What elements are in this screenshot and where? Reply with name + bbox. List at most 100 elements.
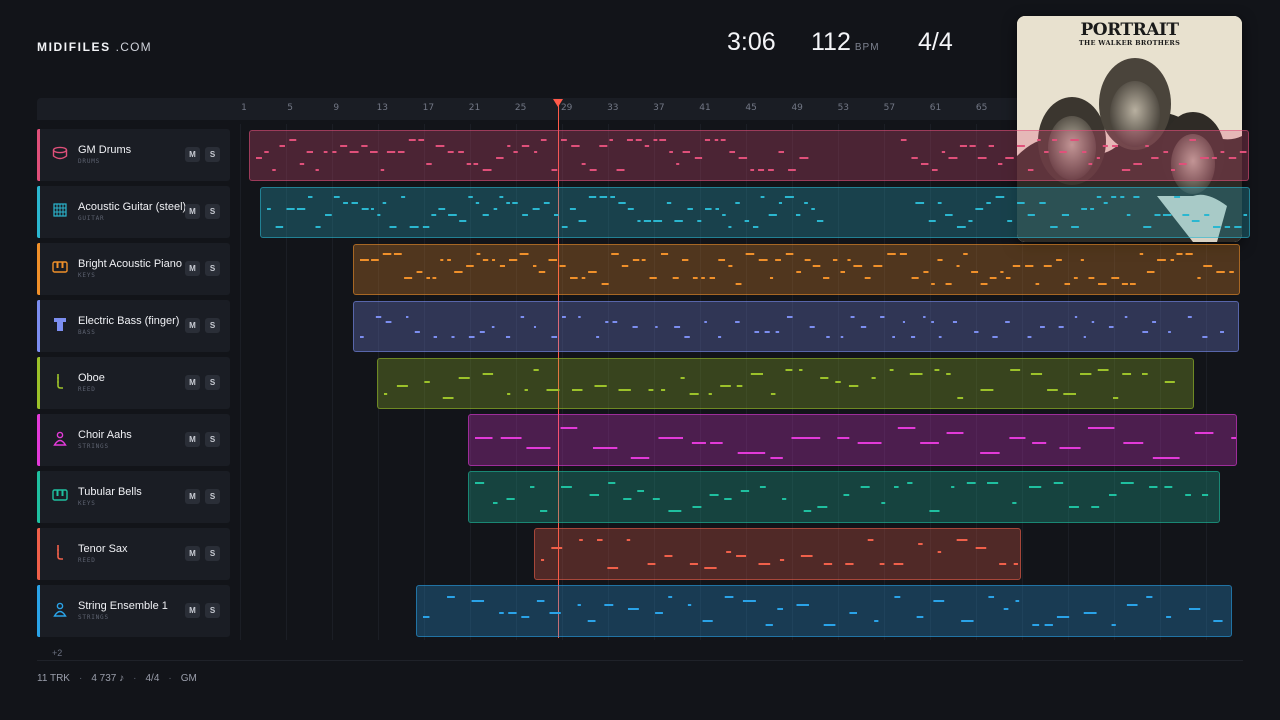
track-color-bar <box>37 186 40 238</box>
track-category: KEYS <box>78 272 96 279</box>
midi-clip[interactable] <box>353 301 1239 352</box>
ruler-tick: 41 <box>699 103 711 113</box>
mute-button[interactable]: M <box>185 546 200 561</box>
tempo-unit: BPM <box>854 42 880 53</box>
mute-button[interactable]: M <box>185 204 200 219</box>
track-name: Electric Bass (finger) <box>78 315 180 327</box>
track-category: DRUMS <box>78 158 101 165</box>
track-name: Bright Acoustic Piano <box>78 258 182 270</box>
midi-clip[interactable] <box>416 585 1232 637</box>
sax-icon <box>57 545 63 560</box>
track-header[interactable]: Acoustic Guitar (steel) GUITAR M S <box>37 186 230 238</box>
solo-button[interactable]: S <box>205 375 220 390</box>
track-name: Tubular Bells <box>78 486 142 498</box>
timeline-ruler[interactable]: 1 5 9 13 17 21 25 29 33 37 41 45 49 53 57 61 65 <box>37 98 1243 120</box>
grid-line <box>1206 124 1207 640</box>
ruler-tick: 53 <box>837 103 850 113</box>
track-name: GM Drums <box>78 144 132 156</box>
guitar-icon <box>53 203 67 217</box>
track-header[interactable]: Electric Bass (finger) BASS M S <box>37 300 230 352</box>
song-duration: 3:06 <box>727 28 776 56</box>
grid-line <box>976 124 977 640</box>
track-color-bar <box>37 300 40 352</box>
mute-button[interactable]: M <box>185 318 200 333</box>
grid-line <box>1022 124 1023 640</box>
midi-standard: GM <box>180 673 197 684</box>
track-color-bar <box>37 129 40 181</box>
ruler-tick: 17 <box>422 103 435 113</box>
solo-button[interactable]: S <box>205 432 220 447</box>
ruler-tick: 9 <box>333 103 340 113</box>
playhead-handle[interactable] <box>553 99 563 107</box>
midi-clip[interactable] <box>377 358 1194 409</box>
tempo-value: 112 <box>811 28 851 56</box>
track-header[interactable]: Choir Aahs STRINGS M S <box>37 414 230 466</box>
midi-clip[interactable] <box>260 187 1250 238</box>
track-name: String Ensemble 1 <box>78 600 168 612</box>
ruler-tick: 1 <box>241 103 247 113</box>
solo-button[interactable]: S <box>205 318 220 333</box>
ruler-tick: 5 <box>287 103 293 113</box>
track-count: 11 TRK <box>37 673 70 684</box>
midi-clip[interactable] <box>353 244 1240 295</box>
ruler-tick: 45 <box>745 103 757 113</box>
ruler-tick: 25 <box>514 103 527 113</box>
solo-button[interactable]: S <box>205 546 220 561</box>
grid-line <box>470 124 471 640</box>
more-tracks-indicator[interactable]: +2 <box>52 648 63 658</box>
ruler-tick: 49 <box>791 103 803 113</box>
ruler-tick: 13 <box>376 103 389 113</box>
grid-line <box>240 124 241 640</box>
track-header[interactable]: Tubular Bells KEYS M S <box>37 471 230 523</box>
track-header[interactable]: Tenor Sax REED M S <box>37 528 230 580</box>
strings-icon <box>53 602 67 617</box>
mute-button[interactable]: M <box>185 261 200 276</box>
mute-button[interactable]: M <box>185 375 200 390</box>
track-header[interactable]: String Ensemble 1 STRINGS M S <box>37 585 230 637</box>
midi-clip[interactable] <box>534 528 1021 580</box>
track-color-bar <box>37 414 40 466</box>
clip-notes <box>423 596 1223 626</box>
track-color-bar <box>37 243 40 295</box>
arrangement-lanes[interactable] <box>240 124 1243 640</box>
clip-notes <box>360 253 1234 285</box>
track-category: REED <box>78 557 96 564</box>
mute-button[interactable]: M <box>185 489 200 504</box>
ruler-tick: 33 <box>607 103 619 113</box>
solo-button[interactable]: S <box>205 204 220 219</box>
clip-notes <box>475 427 1236 459</box>
track-header[interactable]: Bright Acoustic Piano KEYS M S <box>37 243 230 295</box>
grid-line <box>884 124 885 640</box>
midi-clip[interactable] <box>249 130 1249 181</box>
clip-notes <box>384 369 1175 399</box>
track-category: GUITAR <box>78 215 105 222</box>
solo-button[interactable]: S <box>205 147 220 162</box>
drum-icon <box>52 146 68 160</box>
grid-line <box>1160 124 1161 640</box>
solo-button[interactable]: S <box>205 261 220 276</box>
midi-clip[interactable] <box>468 414 1237 466</box>
mute-button[interactable]: M <box>185 603 200 618</box>
mute-button[interactable]: M <box>185 147 200 162</box>
solo-button[interactable]: S <box>205 603 220 618</box>
grid-line <box>654 124 655 640</box>
track-header[interactable]: Oboe REED M S <box>37 357 230 409</box>
track-name: Choir Aahs <box>78 429 132 441</box>
time-signature: 4/4 <box>918 28 953 56</box>
mute-button[interactable]: M <box>185 432 200 447</box>
track-category: STRINGS <box>78 614 109 621</box>
grid-line <box>1068 124 1069 640</box>
album-title: PORTRAIT <box>1080 20 1180 40</box>
grid-line <box>378 124 379 640</box>
solo-button[interactable]: S <box>205 489 220 504</box>
midi-clip[interactable] <box>468 471 1220 523</box>
grid-line <box>608 124 609 640</box>
track-category: REED <box>78 386 96 393</box>
clip-notes <box>475 482 1209 512</box>
playhead[interactable] <box>558 104 559 638</box>
grid-line <box>562 124 563 640</box>
album-artist: THE WALKER BROTHERS <box>1078 39 1181 47</box>
track-name: Tenor Sax <box>78 543 128 555</box>
track-header[interactable]: GM Drums DRUMS M S <box>37 129 230 181</box>
brand-name: MIDIFILES <box>37 40 111 54</box>
